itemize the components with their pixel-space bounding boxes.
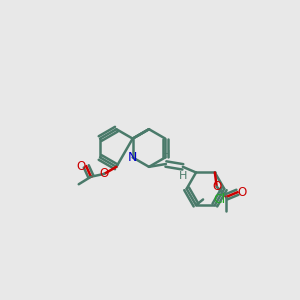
Text: N: N	[128, 151, 137, 164]
Text: O: O	[77, 160, 86, 173]
Text: O: O	[238, 186, 247, 199]
Text: Cl: Cl	[213, 193, 225, 206]
Text: H: H	[179, 171, 187, 181]
Text: H: H	[162, 150, 170, 160]
Text: O: O	[212, 180, 221, 193]
Text: O: O	[100, 167, 109, 180]
